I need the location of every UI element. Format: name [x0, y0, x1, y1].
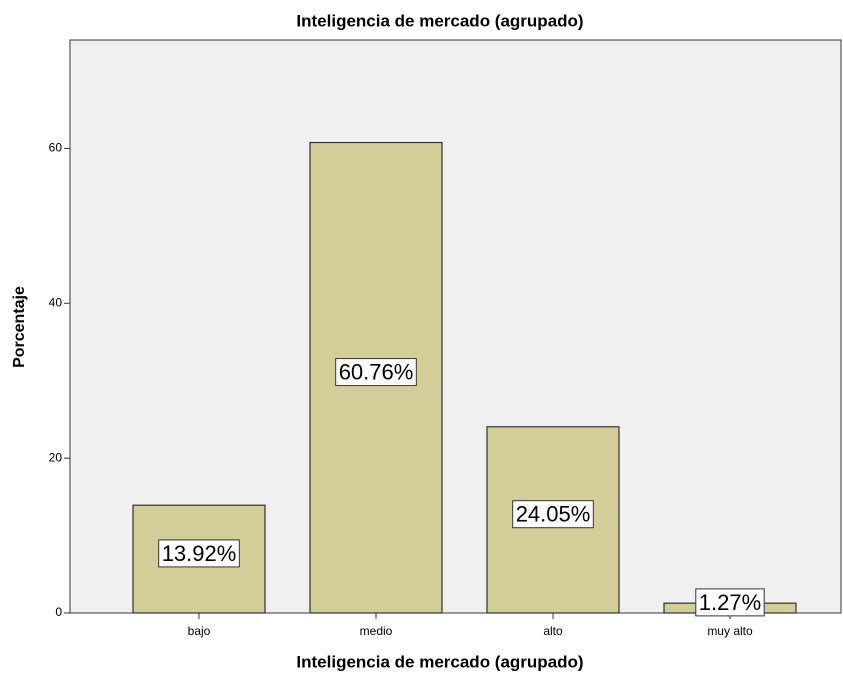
y-tick-label: 0	[55, 605, 62, 619]
data-label-box	[335, 358, 417, 387]
y-tick-label: 40	[49, 295, 63, 309]
x-tick-label: alto	[543, 624, 563, 638]
data-label: 13.92%	[162, 541, 237, 566]
x-tick-label: medio	[360, 624, 393, 638]
x-axis-label: Inteligencia de mercado (agrupado)	[296, 652, 583, 671]
x-tick-label: muy alto	[707, 624, 753, 638]
data-label-box	[512, 500, 594, 529]
data-label-box	[158, 539, 240, 568]
data-label: 1.27%	[699, 590, 761, 615]
data-label-box	[695, 588, 765, 617]
data-label: 24.05%	[516, 502, 591, 527]
y-axis-label: Porcentaje	[11, 286, 28, 368]
data-label: 60.76%	[339, 360, 414, 385]
y-tick-label: 20	[49, 450, 63, 464]
x-tick-label: bajo	[188, 624, 211, 638]
chart-title: Inteligencia de mercado (agrupado)	[296, 11, 583, 30]
y-tick-label: 60	[49, 141, 63, 155]
